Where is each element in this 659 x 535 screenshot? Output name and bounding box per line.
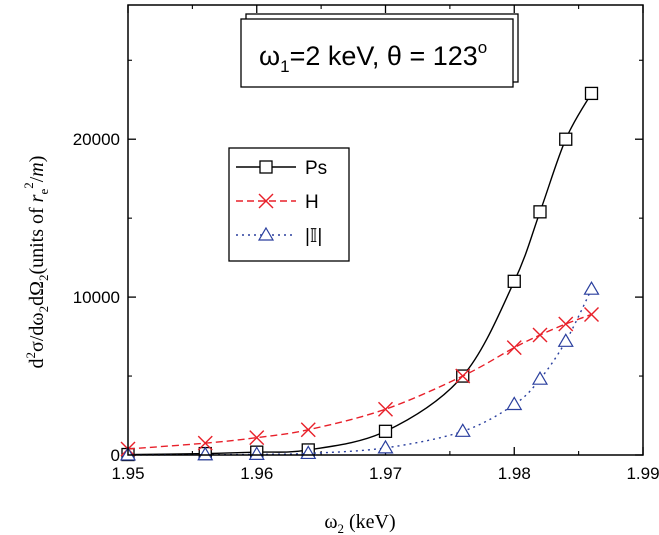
legend-label: H xyxy=(305,192,319,213)
data-point xyxy=(532,327,548,343)
data-point xyxy=(506,340,522,356)
data-point xyxy=(377,439,394,454)
legend-item: H xyxy=(236,192,319,213)
legend-label: Ps xyxy=(305,158,327,179)
y-tick-label: 20000 xyxy=(73,130,120,149)
series-1 xyxy=(120,306,599,457)
data-point xyxy=(559,132,573,146)
data-point xyxy=(300,422,316,438)
legend-item: Ps xyxy=(236,158,327,179)
data-point xyxy=(248,446,265,460)
x-tick-label: 1.96 xyxy=(240,464,273,483)
y-axis-title: d2σ/dω2dΩ2(units of re2/m) xyxy=(21,156,51,369)
data-point xyxy=(531,371,549,385)
data-point xyxy=(249,430,265,446)
data-point xyxy=(506,396,523,411)
x-axis-title: ω2 (keV) xyxy=(324,511,395,535)
data-point xyxy=(557,333,574,347)
y-tick-label: 0 xyxy=(111,446,120,465)
series-line xyxy=(127,288,593,456)
chart-title: ω1=2 keV, θ = 123o xyxy=(259,38,487,76)
legend: Ps H |𝕀| xyxy=(228,147,350,262)
data-point xyxy=(584,306,599,322)
data-point xyxy=(507,274,521,288)
data-point xyxy=(378,424,393,438)
y-tick-label: 10000 xyxy=(73,288,120,307)
legend-marker xyxy=(258,193,274,209)
y-tick-labels: 0 10000 20000 xyxy=(73,130,120,465)
x-tick-label: 1.97 xyxy=(369,464,402,483)
title-box: ω1=2 keV, θ = 123o xyxy=(240,13,519,88)
legend-marker xyxy=(257,226,275,241)
data-point xyxy=(197,446,214,461)
data-point xyxy=(558,316,574,332)
plot-frame xyxy=(127,4,644,456)
data-point xyxy=(455,368,471,384)
legend-marker xyxy=(259,160,273,174)
x-tick-label: 1.99 xyxy=(626,464,659,483)
legend-label: |𝕀| xyxy=(305,226,322,247)
legend-item: |𝕀| xyxy=(236,226,322,247)
series-line xyxy=(127,93,593,456)
data-point xyxy=(197,435,213,451)
data-point xyxy=(584,86,599,101)
x-tick-labels: 1.95 1.96 1.97 1.98 1.99 xyxy=(111,464,659,483)
data-point xyxy=(533,205,547,219)
series-2 xyxy=(119,281,600,461)
series-line xyxy=(127,313,592,450)
series-0 xyxy=(121,86,599,462)
data-point xyxy=(583,281,600,295)
data-point xyxy=(378,401,393,417)
x-tick-label: 1.98 xyxy=(498,464,531,483)
series-layer xyxy=(119,86,600,462)
data-point xyxy=(454,423,471,437)
x-tick-label: 1.95 xyxy=(111,464,144,483)
